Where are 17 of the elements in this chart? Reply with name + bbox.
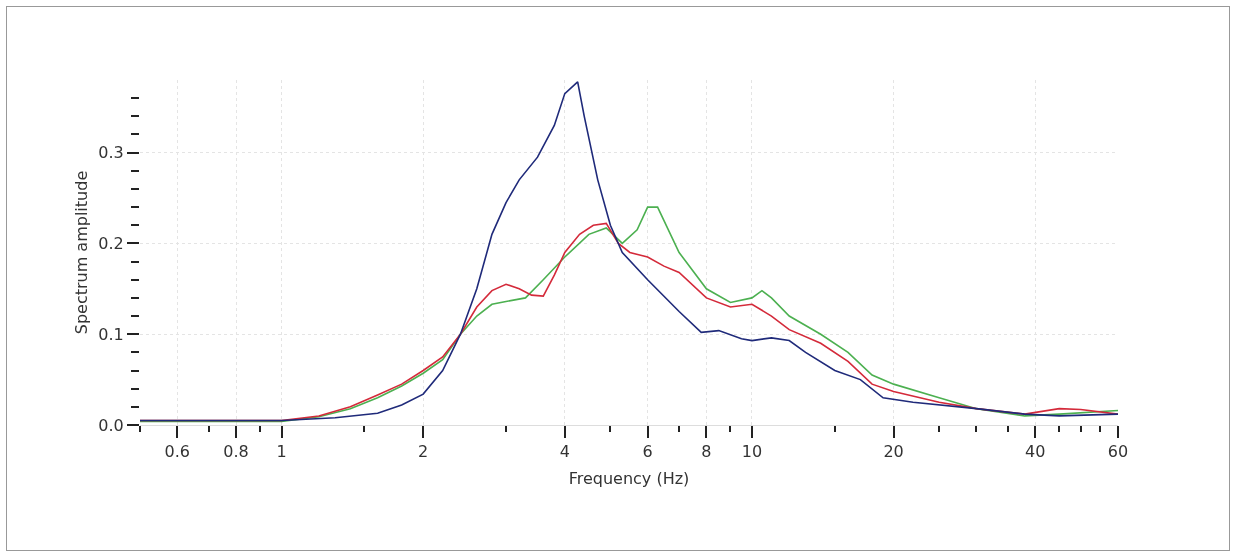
x-tick-label: 1 [276, 442, 287, 462]
x-tick-label: 60 [1107, 442, 1129, 462]
x-tick-label: 40 [1024, 442, 1046, 462]
y-axis-title: Spectrum amplitude [72, 170, 92, 335]
x-tick-label: 20 [883, 442, 904, 462]
y-tick-label: 0.1 [98, 324, 124, 344]
x-tick-label: 0.8 [223, 442, 249, 462]
y-tick-label: 0.3 [98, 143, 124, 163]
x-tick-label: 4 [559, 442, 570, 462]
y-tick-label: 0.0 [98, 415, 124, 435]
x-axis-title: Frequency (Hz) [568, 468, 690, 488]
x-tick-label: 10 [741, 442, 763, 462]
y-tick-label: 0.2 [98, 234, 124, 254]
x-tick-label: 2 [418, 442, 429, 462]
x-tick-label: 6 [642, 442, 653, 462]
x-tick-label: 0.6 [164, 442, 190, 462]
x-tick-label: 8 [701, 442, 712, 462]
